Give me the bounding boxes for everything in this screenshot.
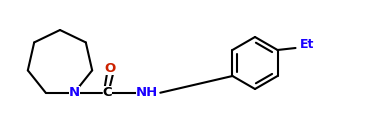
Text: NH: NH xyxy=(136,86,158,99)
Text: O: O xyxy=(105,62,116,75)
Text: N: N xyxy=(69,86,80,99)
Text: C: C xyxy=(103,86,112,99)
Text: Et: Et xyxy=(300,37,315,50)
